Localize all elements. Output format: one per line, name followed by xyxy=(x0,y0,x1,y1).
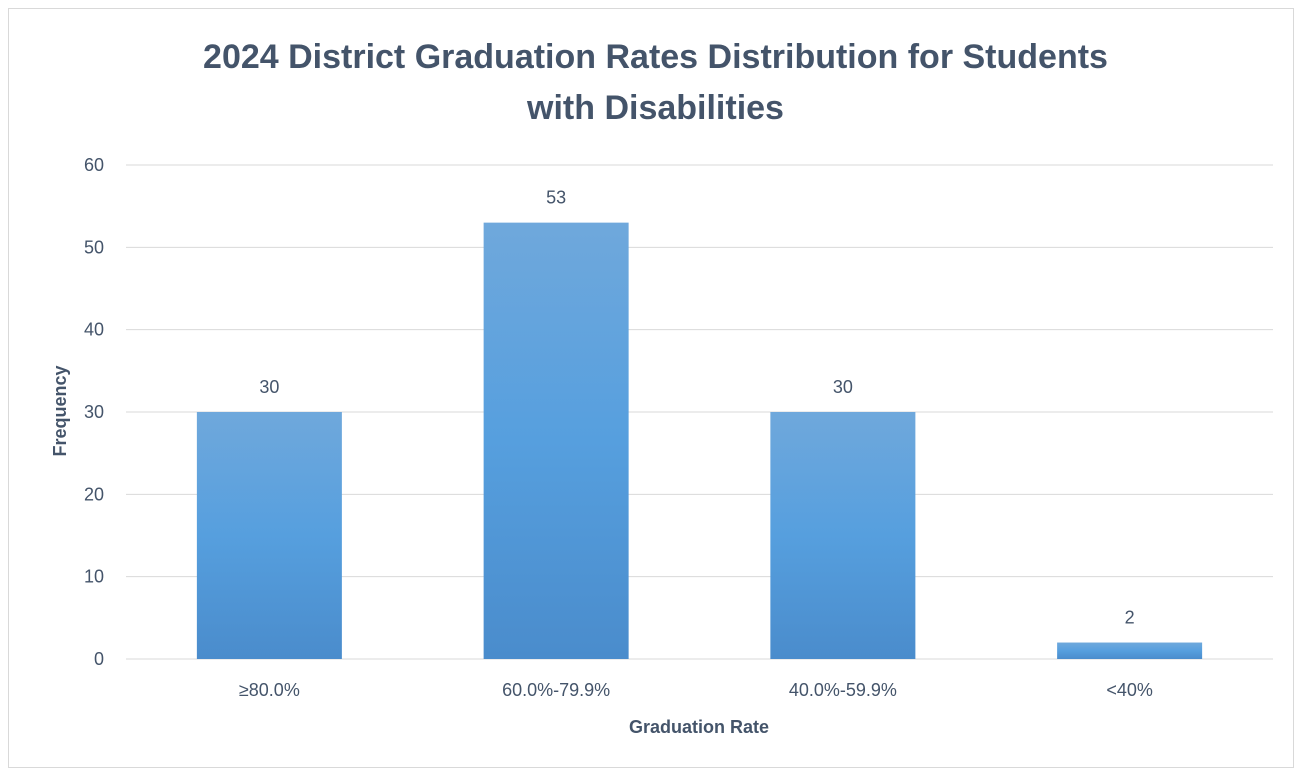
labels: 0 10 20 30 40 50 60 30 ≥80.0% 53 60.0%-79.9% 30 40.0… xyxy=(84,155,1153,700)
x-tick-label-3: 40.0%-59.9% xyxy=(789,680,897,700)
bars xyxy=(196,222,1203,659)
chart-title: 2024 District Graduation Rates Distribut… xyxy=(0,32,1302,134)
x-tick-label-2: 60.0%-79.9% xyxy=(502,680,610,700)
chart-title-line-1: 2024 District Graduation Rates Distribut… xyxy=(203,38,1108,76)
bar-2 xyxy=(483,222,629,659)
y-tick-label: 0 xyxy=(94,649,104,669)
y-tick-label: 30 xyxy=(84,402,104,422)
data-label-1: 30 xyxy=(259,377,279,397)
y-tick-label: 60 xyxy=(84,155,104,175)
data-label-3: 30 xyxy=(833,377,853,397)
y-tick-label: 50 xyxy=(84,237,104,257)
y-tick-label: 10 xyxy=(84,567,104,587)
chart-title-line-2: with Disabilities xyxy=(527,89,784,127)
bar-3 xyxy=(770,412,916,659)
data-label-4: 2 xyxy=(1125,608,1135,628)
y-tick-label: 40 xyxy=(84,320,104,340)
data-label-2: 53 xyxy=(546,188,566,208)
x-tick-label-1: ≥80.0% xyxy=(239,680,300,700)
y-axis-title: Frequency xyxy=(50,365,70,456)
x-tick-label-4: <40% xyxy=(1106,680,1153,700)
bar-1 xyxy=(196,412,342,659)
y-tick-label: 20 xyxy=(84,484,104,504)
bar-4 xyxy=(1057,642,1203,659)
x-axis-title: Graduation Rate xyxy=(629,717,769,737)
